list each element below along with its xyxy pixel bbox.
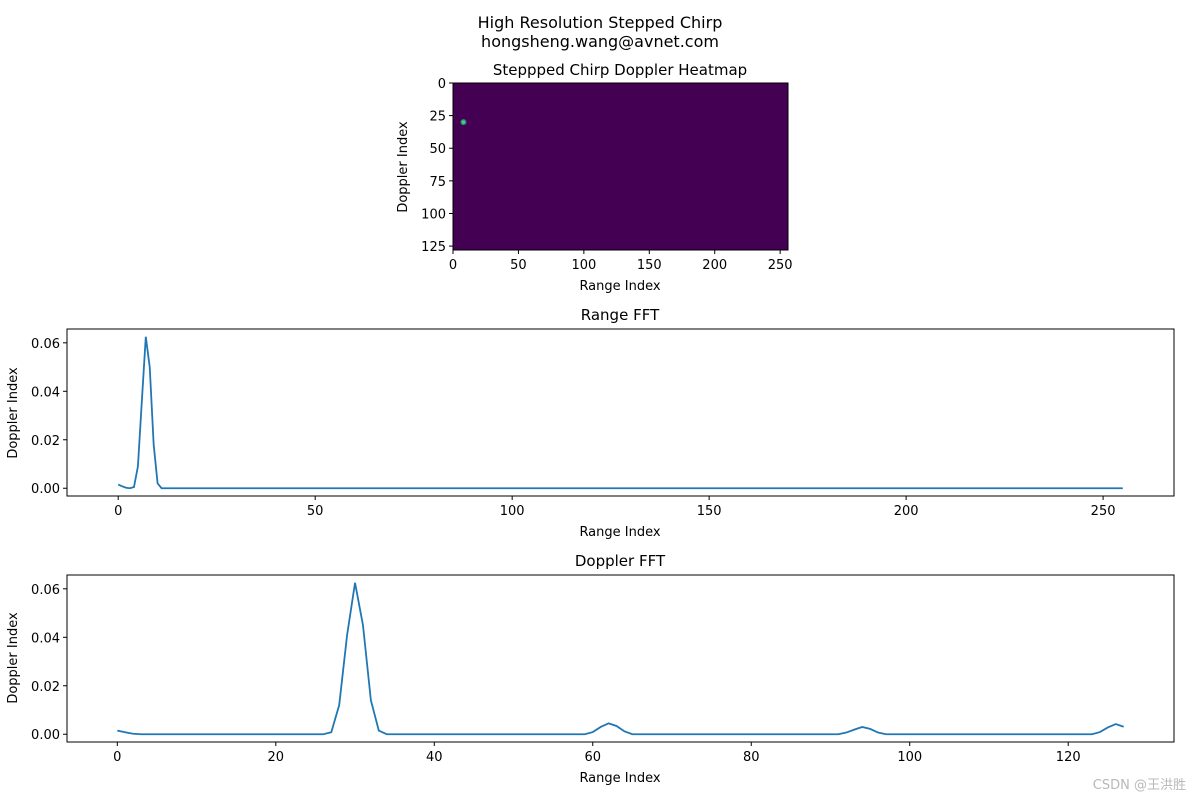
heatmap-x-ticks: 0 50 100 150 200 250	[449, 250, 793, 273]
doppler-fft-title: Doppler FFT	[575, 552, 666, 570]
heatmap-x-tick-label: 200	[702, 258, 727, 273]
range-fft-y-tick-label: 0.04	[31, 385, 60, 400]
heatmap-x-tick-label: 100	[571, 258, 596, 273]
range-fft-x-tick-label: 150	[697, 504, 722, 519]
range-fft-frame	[66, 328, 1175, 497]
heatmap-x-tick-label: 150	[637, 258, 662, 273]
range-fft-y-ticks: 0.00 0.02 0.04 0.06	[31, 337, 67, 497]
range-fft-series-line	[117, 336, 1123, 490]
doppler-fft-y-tick-label: 0.06	[31, 583, 60, 598]
watermark: CSDN @王洪胜	[1092, 778, 1186, 793]
range-fft-x-label: Range Index	[579, 525, 660, 540]
doppler-fft-series-line	[117, 582, 1124, 736]
doppler-fft-panel: Doppler FFT 0 20 40 60 80 100 120 0.00 0.02 0.04…	[6, 552, 1175, 786]
heatmap-x-tick-label: 50	[510, 258, 527, 273]
doppler-fft-y-tick-label: 0.02	[31, 680, 60, 695]
range-fft-x-tick-label: 100	[500, 504, 525, 519]
range-fft-x-tick-label: 0	[114, 504, 122, 519]
doppler-fft-y-label: Doppler Index	[6, 612, 21, 704]
heatmap-y-tick-label: 100	[421, 207, 446, 222]
heatmap-peak	[460, 119, 467, 126]
heatmap-y-tick-label: 0	[438, 77, 446, 92]
doppler-fft-x-tick-label: 80	[743, 750, 760, 765]
heatmap-y-tick-label: 125	[421, 240, 446, 255]
figure-suptitle-line1: High Resolution Stepped Chirp	[477, 13, 723, 32]
doppler-fft-x-tick-label: 60	[584, 750, 601, 765]
heatmap-y-label: Doppler Index	[396, 121, 411, 213]
doppler-fft-y-ticks: 0.00 0.02 0.04 0.06	[31, 583, 67, 743]
range-fft-x-ticks: 0 50 100 150 200 250	[114, 496, 1116, 519]
figure-suptitle-line2: hongsheng.wang@avnet.com	[481, 32, 719, 51]
heatmap-y-tick-label: 25	[429, 110, 446, 125]
doppler-fft-x-tick-label: 20	[268, 750, 285, 765]
heatmap-image	[453, 83, 788, 250]
doppler-fft-y-tick-label: 0.04	[31, 631, 60, 646]
doppler-fft-x-tick-label: 40	[426, 750, 443, 765]
heatmap-y-tick-label: 50	[429, 142, 446, 157]
doppler-fft-frame	[66, 574, 1175, 743]
heatmap-y-ticks: 0 25 50 75 100 125	[421, 77, 453, 255]
range-fft-y-tick-label: 0.00	[31, 482, 60, 497]
range-fft-x-tick-label: 250	[1091, 504, 1116, 519]
heatmap-y-tick-label: 75	[429, 175, 446, 190]
heatmap-x-tick-label: 250	[768, 258, 793, 273]
heatmap-panel: Steppped Chirp Doppler Heatmap 0 50 100 150…	[396, 61, 793, 294]
doppler-fft-x-tick-label: 120	[1056, 750, 1081, 765]
range-fft-panel: Range FFT 0 50 100 150 200 250 0.000.020.040.…	[6, 306, 1175, 540]
range-fft-x-tick-label: 200	[894, 504, 919, 519]
doppler-fft-x-tick-label: 100	[897, 750, 922, 765]
heatmap-x-label: Range Index	[579, 279, 660, 294]
heatmap-peak-core	[461, 120, 466, 124]
range-fft-y-tick-label: 0.06	[31, 337, 60, 352]
heatmap-title: Steppped Chirp Doppler Heatmap	[493, 61, 747, 79]
doppler-fft-x-label: Range Index	[579, 771, 660, 786]
range-fft-y-tick-label: 0.02	[31, 434, 60, 449]
doppler-fft-x-tick-label: 0	[113, 750, 121, 765]
range-fft-y-label: Doppler Index	[6, 367, 21, 459]
heatmap-x-tick-label: 0	[449, 258, 457, 273]
doppler-fft-x-ticks: 0 20 40 60 80 100 120	[113, 742, 1081, 765]
heatmap-frame	[452, 82, 789, 251]
doppler-fft-y-tick-label: 0.00	[31, 728, 60, 743]
range-fft-x-tick-label: 50	[307, 504, 324, 519]
range-fft-title: Range FFT	[581, 306, 660, 324]
